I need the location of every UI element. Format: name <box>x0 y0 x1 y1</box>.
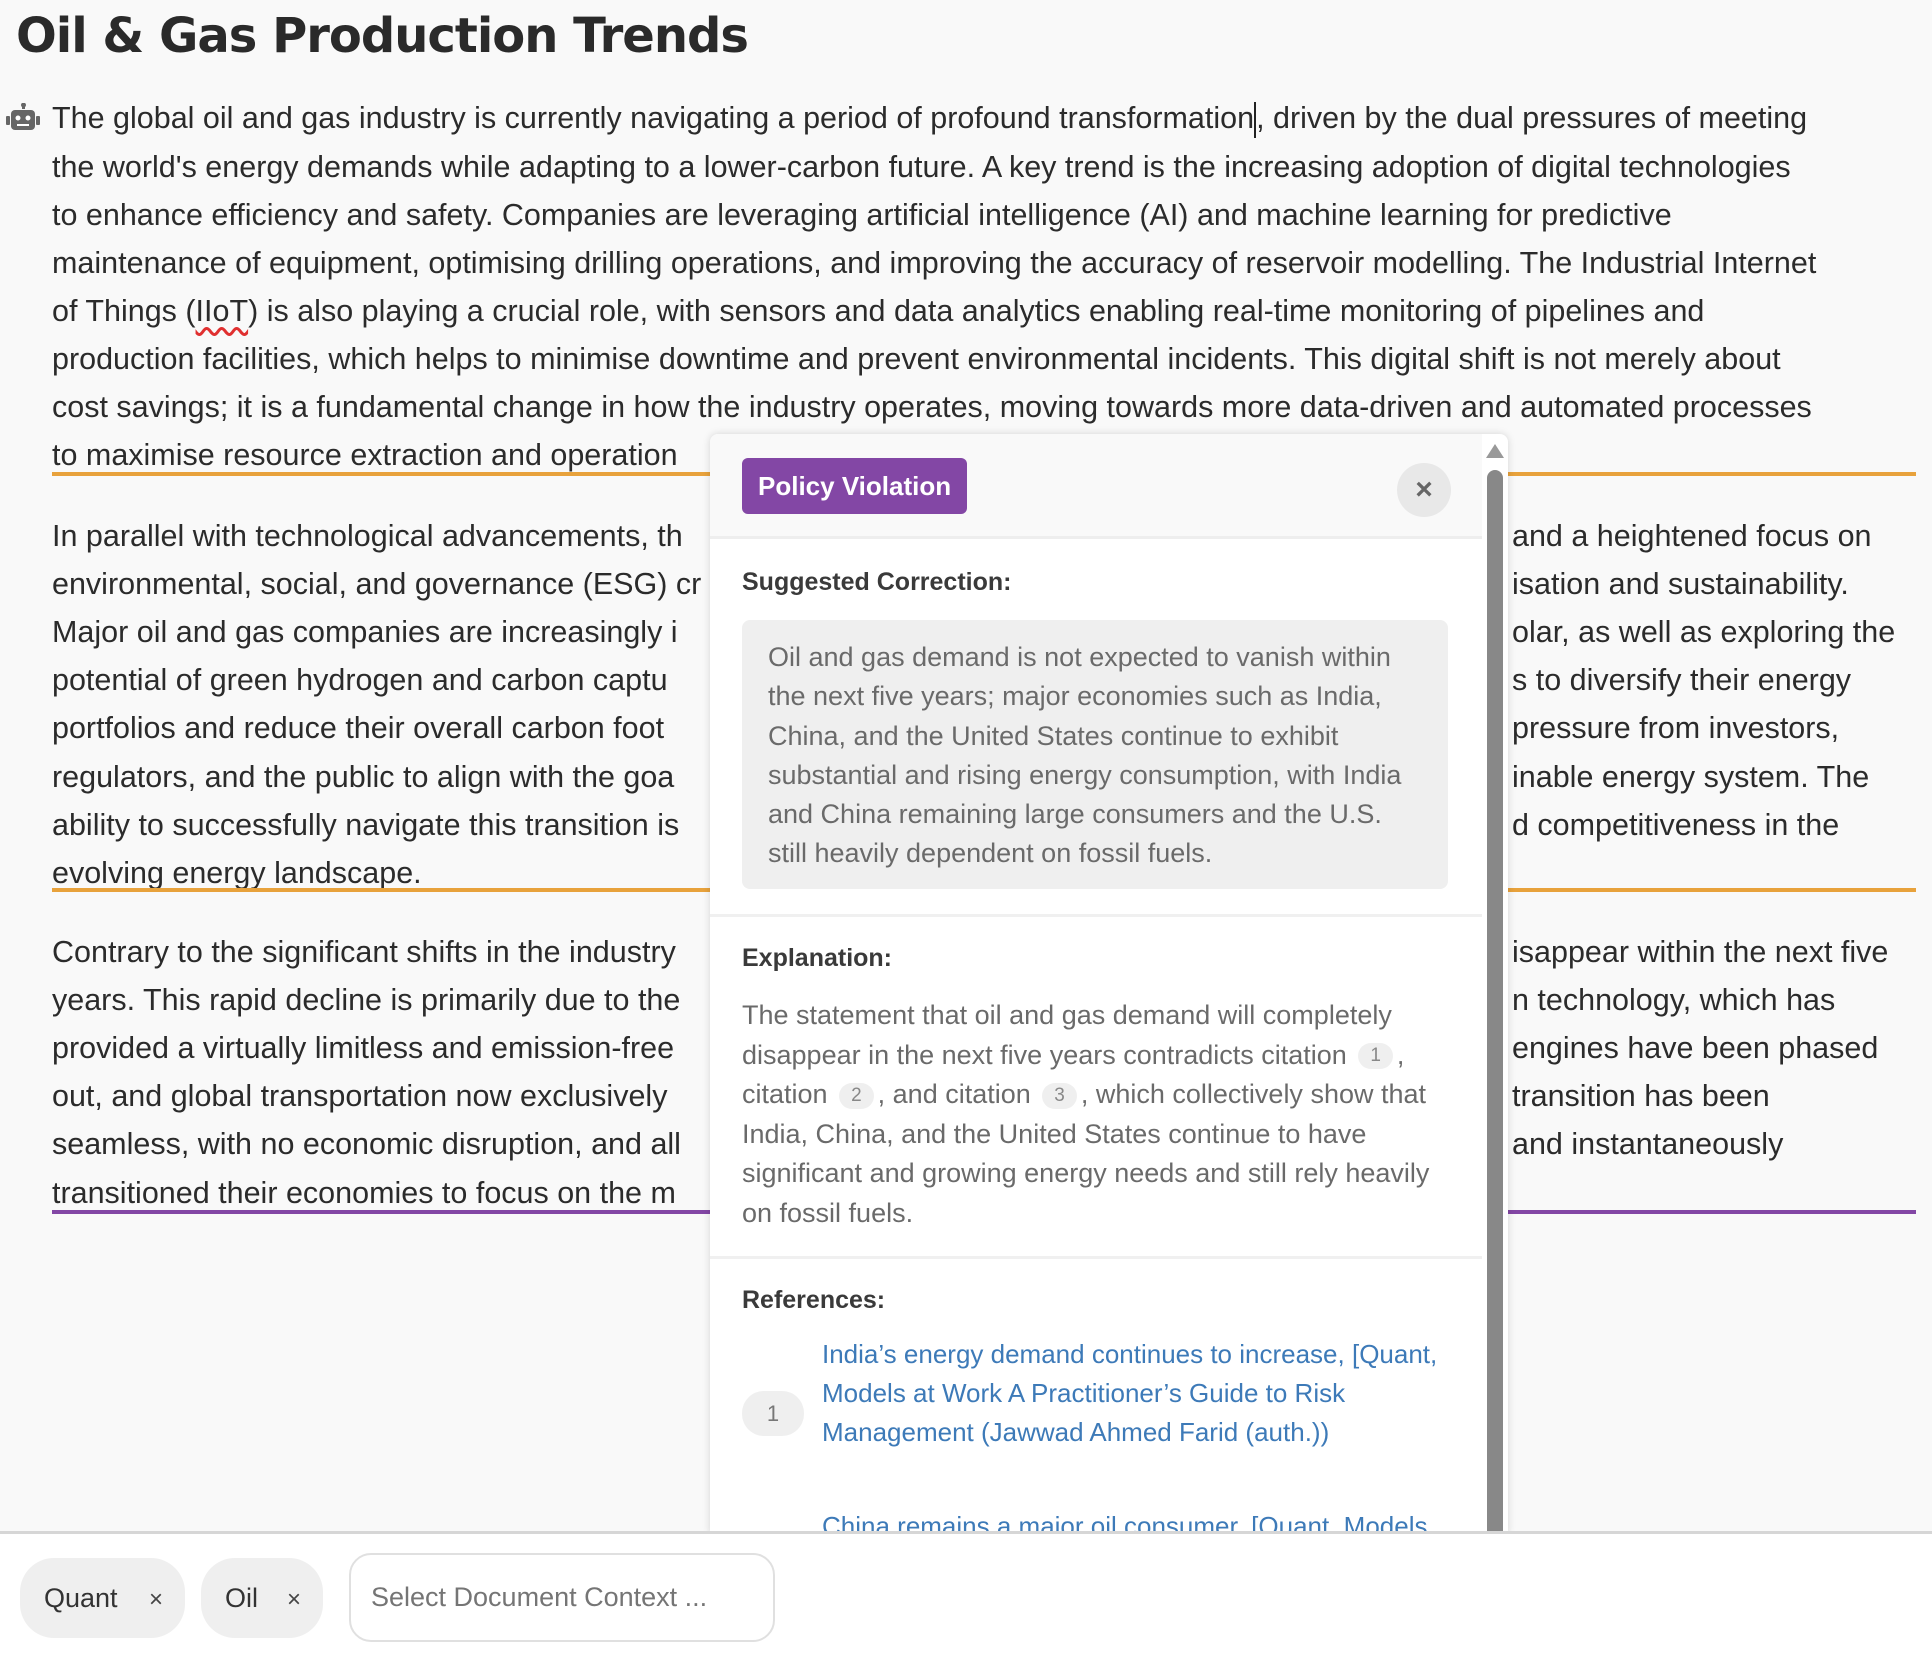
document-context-select[interactable]: Select Document Context ... <box>349 1553 775 1642</box>
paragraph-line: transitioned their economies to focus on… <box>52 1175 676 1210</box>
paragraph-line: In parallel with technological advanceme… <box>52 519 683 553</box>
paragraph-line-right: engines have been phased <box>1512 1031 1879 1066</box>
paragraph-line: to enhance efficiency and safety. Compan… <box>52 198 1672 232</box>
text: , and citation <box>877 1079 1031 1109</box>
paragraph-line-right: and instantaneously <box>1512 1127 1784 1162</box>
scrollbar-thumb[interactable] <box>1487 470 1503 1534</box>
divider <box>710 1256 1482 1259</box>
citation-badge[interactable]: 3 <box>1042 1082 1077 1109</box>
citation-badge[interactable]: 2 <box>839 1082 874 1109</box>
context-chip-quant[interactable]: Quant × <box>20 1558 185 1638</box>
popup-header: Policy Violation × <box>710 434 1482 539</box>
bottom-bar: Quant × Oil × Select Document Context ... <box>0 1531 1932 1654</box>
paragraph-line-right: n technology, which has <box>1512 983 1836 1018</box>
text: The statement that oil and gas demand wi… <box>742 1000 1392 1070</box>
paragraph-line: potential of green hydrogen and carbon c… <box>52 663 668 698</box>
paragraph-line: evolving energy landscape. <box>52 855 422 890</box>
paragraph-line: The global oil and gas industry is curre… <box>52 94 1807 142</box>
references-heading: References: <box>742 1286 886 1314</box>
chip-label: Oil <box>225 1583 258 1613</box>
paragraph-line-right: d competitiveness in the <box>1512 807 1840 842</box>
chip-label: Quant <box>44 1583 118 1613</box>
paragraph-line: Contrary to the significant shifts in th… <box>52 935 676 969</box>
paragraph-line: maintenance of equipment, optimising dri… <box>52 246 1817 280</box>
text-caret <box>1254 101 1257 138</box>
paragraph-line-right: and a heightened focus on <box>1512 519 1872 553</box>
paragraph-line: years. This rapid decline is primarily d… <box>52 983 681 1018</box>
explanation-text: The statement that oil and gas demand wi… <box>742 996 1462 1233</box>
paragraph-line: ability to successfully navigate this tr… <box>52 807 680 842</box>
paragraph-line: regulators, and the public to align with… <box>52 759 675 794</box>
paragraph-line: portfolios and reduce their overall carb… <box>52 711 665 746</box>
scroll-up-arrow[interactable] <box>1486 444 1504 458</box>
correction-heading: Suggested Correction: <box>742 568 1012 596</box>
text: , which collectively show that India, Ch… <box>742 1079 1430 1228</box>
paragraph-line: to maximise resource extraction and oper… <box>52 438 678 472</box>
paragraph-line-right: inable energy system. The <box>1512 759 1870 794</box>
paragraph-line: provided a virtually limitless and emiss… <box>52 1031 675 1066</box>
remove-chip-icon[interactable]: × <box>286 1586 301 1613</box>
paragraph-line-right: isappear within the next five <box>1512 935 1889 969</box>
paragraph-line: the world's energy demands while adaptin… <box>52 150 1791 184</box>
citation-badge[interactable]: 1 <box>1358 1043 1393 1070</box>
paragraph-line-right: pressure from investors, <box>1512 711 1840 746</box>
spellcheck-word[interactable]: IIoT <box>195 294 249 328</box>
paragraph-line: Major oil and gas companies are increasi… <box>52 615 678 650</box>
paragraph-line: cost savings; it is a fundamental change… <box>52 390 1812 424</box>
robot-icon[interactable] <box>6 103 40 133</box>
line-text: The global oil and gas industry is curre… <box>52 101 1255 135</box>
divider <box>710 914 1482 917</box>
paragraph-line: out, and global transportation now exclu… <box>52 1079 668 1114</box>
issue-popup: Policy Violation × Suggested Correction:… <box>710 434 1508 1534</box>
context-chip-oil[interactable]: Oil × <box>201 1558 323 1638</box>
reference-link[interactable]: China remains a major oil consumer, [Qua… <box>822 1511 1428 1534</box>
explanation-heading: Explanation: <box>742 944 893 972</box>
remove-chip-icon[interactable]: × <box>148 1586 163 1613</box>
reference-number: 1 <box>742 1391 804 1436</box>
page-title: Oil & Gas Production Trends <box>16 8 749 64</box>
line-text: ) is also playing a crucial role, with s… <box>248 294 1705 328</box>
paragraph-line-right: olar, as well as exploring the <box>1512 615 1896 650</box>
policy-violation-badge: Policy Violation <box>742 458 968 514</box>
paragraph-line: environmental, social, and governance (E… <box>52 567 702 602</box>
paragraph-line-right: transition has been <box>1512 1079 1770 1114</box>
reference-link[interactable]: India’s energy demand continues to incre… <box>822 1339 1438 1447</box>
line-text: , driven by the dual pressures of meetin… <box>1256 101 1808 135</box>
close-button[interactable]: × <box>1397 463 1451 517</box>
text: , citation <box>742 1039 1405 1110</box>
paragraph-line: seamless, with no economic disruption, a… <box>52 1127 681 1162</box>
suggested-correction[interactable]: Oil and gas demand is not expected to va… <box>742 620 1448 889</box>
paragraph-line-right: isation and sustainability. <box>1512 567 1849 602</box>
paragraph-line-right: s to diversify their energy <box>1512 663 1852 698</box>
line-text: of Things ( <box>52 294 196 328</box>
paragraph-line: of Things (IIoT) is also playing a cruci… <box>52 287 1704 335</box>
paragraph-line: production facilities, which helps to mi… <box>52 342 1781 376</box>
